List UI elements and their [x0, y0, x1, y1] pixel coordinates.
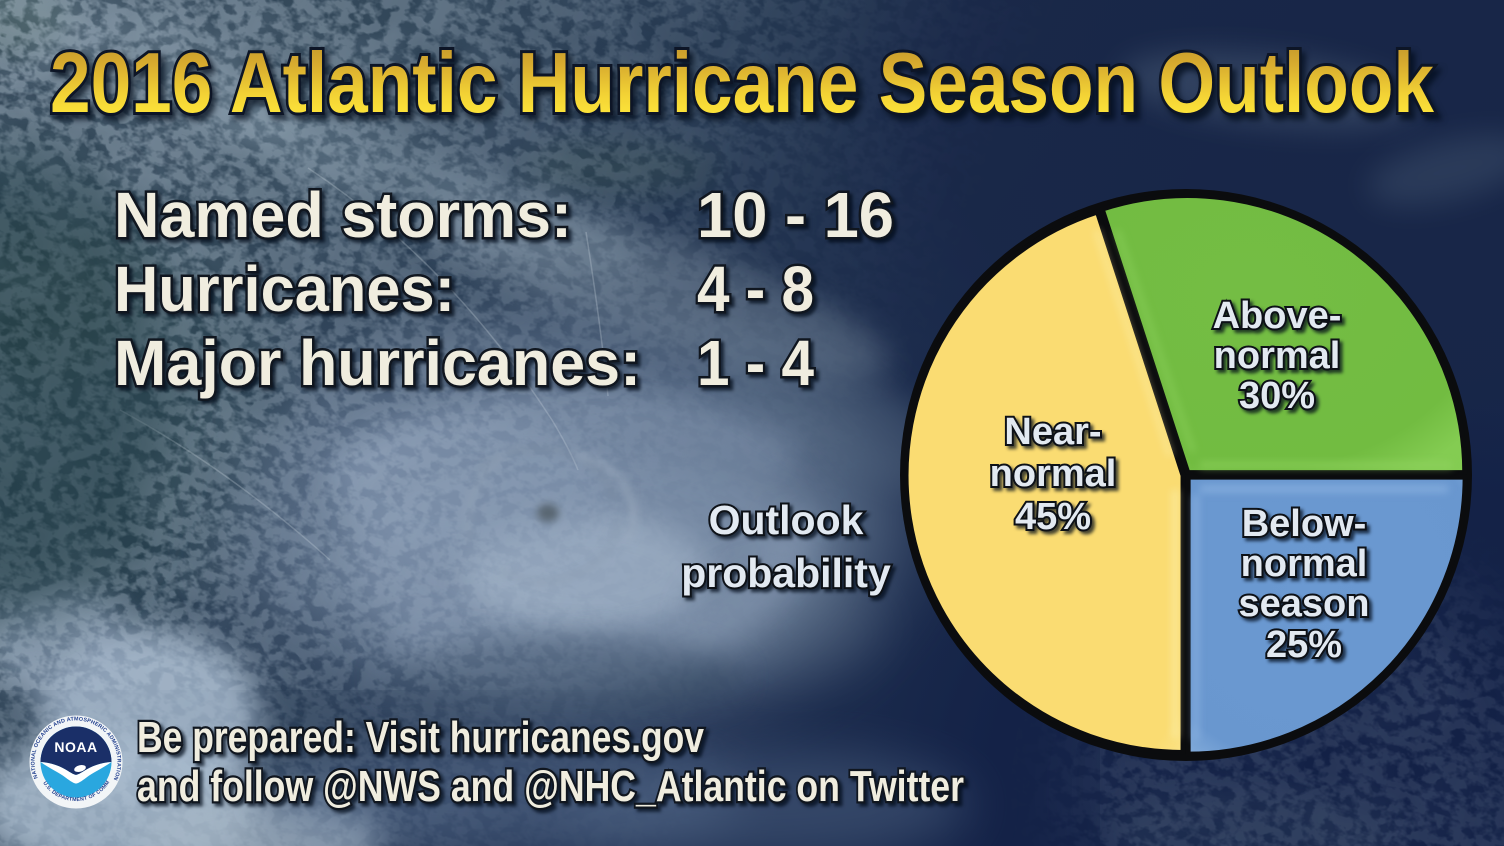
svg-text:4 - 8: 4 - 8	[697, 253, 814, 325]
svg-text:Near-: Near-	[1004, 411, 1101, 453]
svg-text:Hurricanes:: Hurricanes:	[114, 253, 455, 325]
svg-text:normal: normal	[990, 453, 1117, 495]
svg-text:season: season	[1239, 583, 1370, 625]
svg-text:2016 Atlantic Hurricane Season: 2016 Atlantic Hurricane Season Outlook	[50, 36, 1435, 131]
svg-text:Named storms:: Named storms:	[114, 179, 572, 251]
svg-text:Outlook: Outlook	[709, 497, 864, 543]
svg-text:1 - 4: 1 - 4	[697, 327, 814, 399]
svg-text:Be prepared: Visit hurricanes.: Be prepared: Visit hurricanes.gov	[137, 713, 704, 762]
svg-text:45%: 45%	[1015, 496, 1091, 538]
svg-text:and follow @NWS and @NHC_Atlan: and follow @NWS and @NHC_Atlantic on Twi…	[137, 762, 964, 811]
svg-text:Major hurricanes:: Major hurricanes:	[114, 327, 641, 399]
svg-text:10 - 16: 10 - 16	[697, 179, 894, 251]
svg-text:normal: normal	[1214, 335, 1341, 377]
svg-text:NOAA: NOAA	[54, 739, 97, 755]
svg-text:25%: 25%	[1266, 624, 1342, 666]
svg-text:Above-: Above-	[1213, 295, 1342, 337]
svg-text:Below-: Below-	[1242, 503, 1367, 545]
svg-text:30%: 30%	[1239, 375, 1315, 417]
svg-text:probability: probability	[681, 550, 891, 596]
svg-text:normal: normal	[1241, 543, 1368, 585]
